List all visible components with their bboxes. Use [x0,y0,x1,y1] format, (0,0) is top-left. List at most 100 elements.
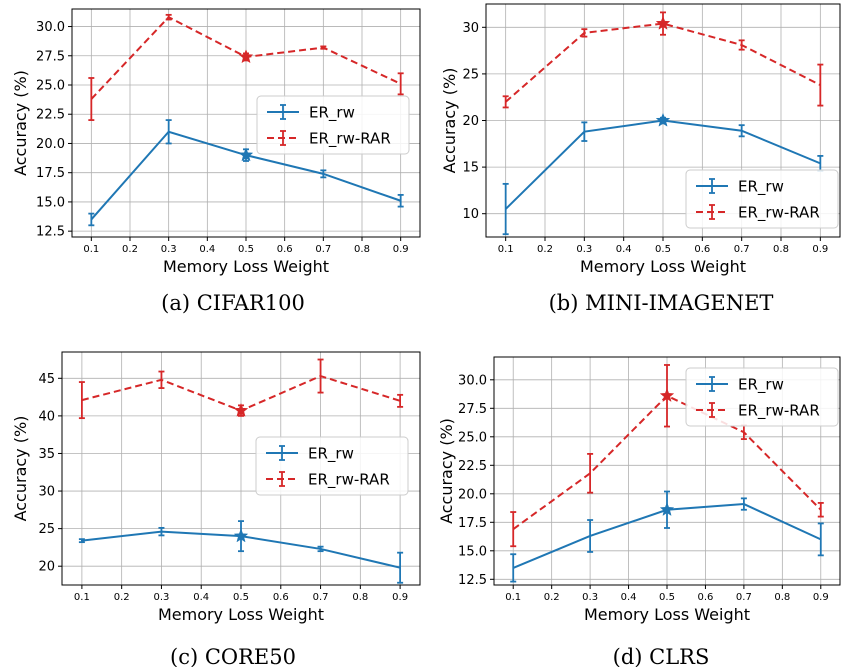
y-tick-label: 20 [462,114,479,129]
x-tick-label: 0.9 [812,244,828,255]
x-tick-label: 0.3 [161,244,177,255]
legend-box [256,95,410,155]
legend: ER_rw ER_rw-RAR [255,436,409,496]
x-tick-label: 0.1 [74,592,90,603]
x-tick-label: 0.6 [277,244,293,255]
x-tick-label: 0.3 [582,592,598,603]
legend-box [685,169,839,229]
highlight-star-marker [655,112,671,127]
subfigure-caption: (d) CLRS [613,645,710,667]
x-tick-label: 0.2 [122,244,138,255]
highlight-star-marker [655,15,671,30]
x-tick-label: 0.7 [313,592,329,603]
legend-label-er-rw-rar: ER_rw-RAR [738,402,820,421]
subfigure-caption: (a) CIFAR100 [161,291,305,315]
x-tick-label: 0.2 [544,592,560,603]
x-tick-label: 0.1 [505,592,521,603]
x-tick-label: 0.6 [694,244,710,255]
y-tick-label: 17.5 [458,516,487,531]
y-tick-label: 25.0 [36,79,65,94]
x-axis-label: Memory Loss Weight [158,605,324,624]
y-tick-label: 20.0 [36,137,65,152]
y-tick-label: 30 [38,485,55,500]
y-axis-label: Accuracy (%) [440,68,459,174]
y-tick-label: 17.5 [36,166,65,181]
chart-panel-1: 0.1 0.2 0.3 0.4 0.5 0.6 0.7 0.8 0.9 12.5 15.0 17.5 2… [11,8,421,315]
x-tick-label: 0.8 [773,244,789,255]
chart-panel-4: 0.1 0.2 0.3 0.4 0.5 0.6 0.7 0.8 0.9 12.5 15.0 17.5 2… [437,356,841,667]
legend-label-er-rw-rar: ER_rw-RAR [308,471,390,490]
legend-label-er-rw: ER_rw [309,104,355,123]
x-axis-label: Memory Loss Weight [584,605,750,624]
highlight-star-marker [233,528,249,543]
series-line-er-rw-rar [505,22,821,103]
legend-label-er-rw: ER_rw [738,178,784,197]
legend-label-er-rw-rar: ER_rw-RAR [738,204,820,223]
subfigure-caption: (b) MINI-IMAGENET [549,291,774,315]
x-tick-label: 0.9 [393,244,409,255]
x-tick-label: 0.7 [734,244,750,255]
highlight-star-marker [233,402,249,417]
y-tick-label: 20.0 [458,487,487,502]
chart-panel-2: 0.1 0.2 0.3 0.4 0.5 0.6 0.7 0.8 0.9 10 15 20 25 30 Mem… [440,3,841,315]
y-tick-label: 30.0 [458,373,487,388]
legend: ER_rw ER_rw-RAR [256,95,410,155]
y-tick-label: 40 [38,409,55,424]
x-tick-label: 0.6 [273,592,289,603]
y-tick-label: 30.0 [36,20,65,35]
highlight-star-marker [659,502,675,516]
y-tick-label: 35 [38,447,55,462]
x-axis-label: Memory Loss Weight [163,257,329,276]
y-tick-label: 20 [38,560,55,575]
highlight-star-marker [238,147,254,162]
y-tick-label: 27.5 [458,402,487,417]
legend-box [255,436,409,496]
x-tick-label: 0.1 [498,244,514,255]
legend: ER_rw ER_rw-RAR [685,169,839,229]
legend-label-er-rw: ER_rw [738,376,784,395]
x-tick-label: 0.5 [655,244,671,255]
y-tick-label: 27.5 [36,49,65,64]
y-tick-label: 22.5 [458,459,487,474]
highlight-star-marker [659,388,675,402]
y-tick-label: 12.5 [36,225,65,240]
y-tick-label: 10 [462,207,479,222]
y-tick-label: 15 [462,161,479,176]
y-tick-label: 12.5 [458,573,487,588]
y-tick-label: 30 [462,21,479,36]
x-tick-label: 0.2 [114,592,130,603]
x-tick-label: 0.4 [193,592,209,603]
legend: ER_rw ER_rw-RAR [685,367,839,427]
chart-panel-3: 0.1 0.2 0.3 0.4 0.5 0.6 0.7 0.8 0.9 20 25 30 35 40 45 M… [11,351,421,667]
y-axis-label: Accuracy (%) [11,416,30,522]
legend-label-er-rw-rar: ER_rw-RAR [309,130,391,149]
subfigure-caption: (c) CORE50 [170,645,296,667]
x-tick-label: 0.7 [315,244,331,255]
y-tick-label: 22.5 [36,108,65,123]
x-tick-label: 0.3 [153,592,169,603]
y-tick-label: 25.0 [458,430,487,445]
x-tick-label: 0.7 [736,592,752,603]
x-tick-label: 0.8 [774,592,790,603]
x-tick-label: 0.8 [352,592,368,603]
y-axis-label: Accuracy (%) [437,418,456,524]
x-tick-label: 0.5 [659,592,675,603]
x-tick-label: 0.5 [233,592,249,603]
x-tick-label: 0.2 [537,244,553,255]
x-tick-label: 0.4 [616,244,632,255]
legend-box [685,367,839,427]
y-tick-label: 25 [462,67,479,82]
highlight-star-marker [238,49,254,64]
y-tick-label: 15.0 [458,544,487,559]
legend-label-er-rw: ER_rw [308,445,354,464]
x-tick-label: 0.4 [199,244,215,255]
x-tick-label: 0.5 [238,244,254,255]
x-tick-label: 0.6 [697,592,713,603]
x-tick-label: 0.8 [354,244,370,255]
y-tick-label: 45 [38,372,55,387]
y-axis-label: Accuracy (%) [11,70,30,176]
x-tick-label: 0.1 [83,244,99,255]
y-tick-label: 25 [38,522,55,537]
y-tick-label: 15.0 [36,195,65,210]
